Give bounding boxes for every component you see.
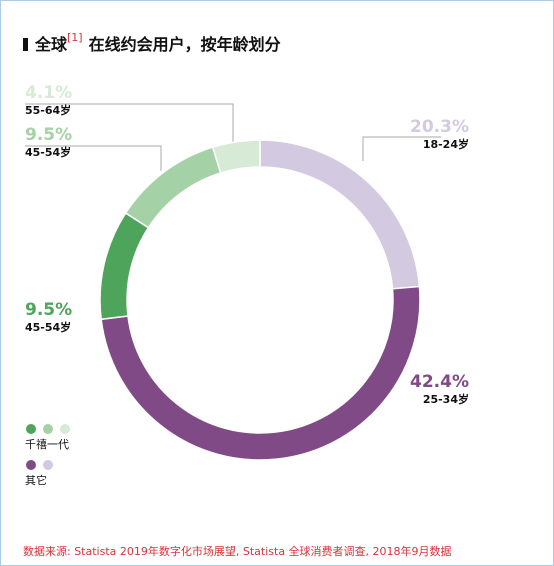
category-label: 25-34岁 bbox=[423, 392, 469, 406]
value-label: 42.4% bbox=[410, 372, 469, 392]
donut-segment bbox=[100, 285, 421, 461]
donut-segment bbox=[99, 211, 150, 321]
category-label: 18-24岁 bbox=[423, 137, 469, 151]
value-label: 9.5% bbox=[25, 300, 72, 320]
donut-segment bbox=[124, 146, 222, 229]
value-label: 4.1% bbox=[25, 83, 72, 103]
legend-swatch bbox=[26, 424, 36, 434]
legend-label: 其它 bbox=[25, 473, 47, 487]
donut-segment bbox=[211, 139, 261, 174]
leader bbox=[25, 145, 162, 171]
title-part: 全球 bbox=[34, 35, 68, 54]
leader bbox=[25, 103, 234, 143]
donut-segment bbox=[259, 139, 421, 290]
category-label: 45-54岁 bbox=[25, 320, 71, 334]
legend-swatch bbox=[43, 424, 53, 434]
title-marker bbox=[23, 38, 28, 51]
category-label: 55-64岁 bbox=[25, 103, 71, 117]
category-label: 45-54岁 bbox=[25, 145, 71, 159]
chart-title: 全球[1] 在线约会用户，按年龄划分 bbox=[34, 31, 281, 54]
legend-label: 千禧一代 bbox=[25, 438, 69, 451]
value-label: 20.3% bbox=[410, 117, 469, 137]
legend-swatch bbox=[26, 460, 36, 470]
leader bbox=[362, 136, 441, 161]
leaders bbox=[25, 103, 441, 171]
title-note: [1] bbox=[67, 31, 83, 44]
legend-swatch bbox=[60, 424, 70, 434]
source: 数据来源: Statista 2019年数字化市场展望, Statista 全球… bbox=[23, 544, 452, 558]
value-label: 9.5% bbox=[25, 125, 72, 145]
title-part: 在线约会用户，按年龄划分 bbox=[89, 35, 281, 54]
legend-swatch bbox=[43, 460, 53, 470]
